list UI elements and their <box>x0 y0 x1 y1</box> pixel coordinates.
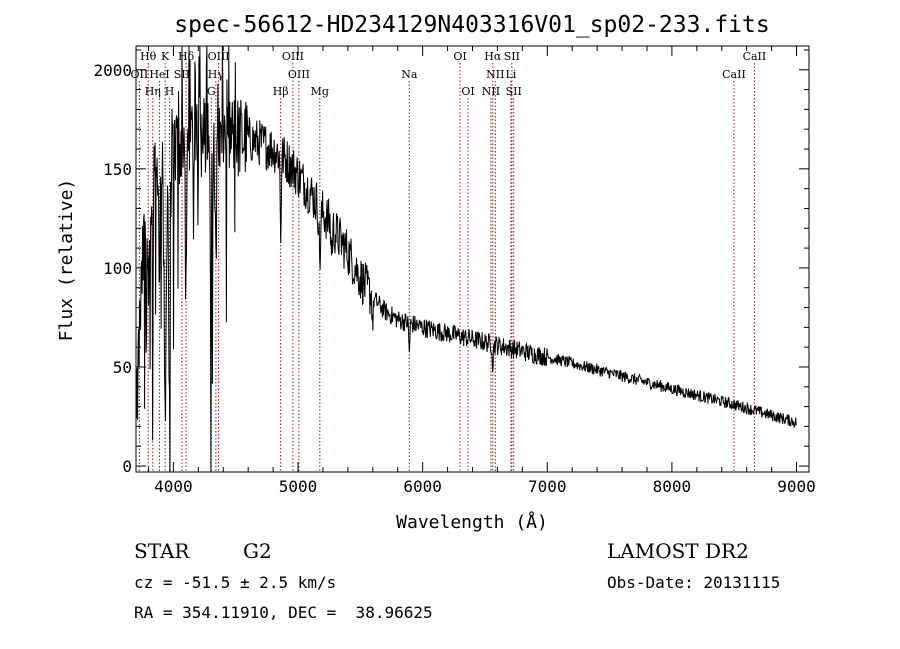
x-tick-label-4: 8000 <box>653 477 692 496</box>
plot-frame <box>135 45 810 473</box>
line-label-18: Hη <box>145 85 161 98</box>
spectrum-line <box>136 45 797 473</box>
line-label-9: OII <box>131 68 149 81</box>
line-label-2: Hδ <box>178 50 195 63</box>
line-label-25: SII <box>506 85 522 98</box>
y-tick-label-3: 150 <box>103 160 132 179</box>
line-label-23: OI <box>461 85 474 98</box>
y-axis-label: Flux (relative) <box>56 179 77 342</box>
object-subclass: G2 <box>243 539 272 563</box>
axis-ticks: 4000 5000 6000 7000 8000 9000 0 50 100 150 2000 <box>93 46 816 496</box>
line-label-15: NII <box>486 68 504 81</box>
chart-title: spec-56612-HD234129N403316V01_sp02-233.f… <box>174 12 769 38</box>
spectrum-series <box>136 45 797 473</box>
line-label-5: OI <box>453 50 466 63</box>
coordinates-readout: RA = 354.11910, DEC = 38.96625 <box>134 603 433 622</box>
spectrum-chart: spec-56612-HD234129N403316V01_sp02-233.f… <box>56 12 816 533</box>
y-tick-label-4: 2000 <box>93 61 132 80</box>
line-label-1: K <box>161 50 170 63</box>
line-label-3: OIII <box>208 50 230 63</box>
redshift-readout: cz = -51.5 ± 2.5 km/s <box>134 573 337 592</box>
line-label-12: Hγ <box>208 68 225 81</box>
line-label-7: SII <box>504 50 520 63</box>
observation-date: Obs-Date: 20131115 <box>607 573 781 592</box>
line-label-13: OIII <box>288 68 310 81</box>
x-tick-label-2: 6000 <box>403 477 442 496</box>
line-label-14: Na <box>401 68 418 81</box>
y-tick-label-0: 0 <box>122 457 132 476</box>
x-tick-label-0: 4000 <box>154 477 193 496</box>
line-label-8: CaII <box>743 50 767 63</box>
line-label-10: HeI <box>149 68 169 81</box>
y-tick-label-2: 100 <box>103 259 132 278</box>
line-label-24: NII <box>482 85 500 98</box>
line-label-19: H <box>165 85 175 98</box>
line-label-21: Hβ <box>273 85 289 98</box>
line-label-16: Li <box>505 68 516 81</box>
line-label-6: Hα <box>484 50 502 63</box>
x-axis-label: Wavelength (Å) <box>396 511 548 533</box>
object-class: STAR <box>134 539 190 563</box>
line-label-0: Hθ <box>140 50 157 63</box>
x-tick-label-3: 7000 <box>528 477 567 496</box>
x-tick-label-5: 9000 <box>777 477 816 496</box>
line-label-4: OIII <box>282 50 304 63</box>
survey-name: LAMOST DR2 <box>607 539 749 563</box>
y-tick-label-1: 50 <box>113 358 132 377</box>
x-tick-label-1: 5000 <box>279 477 318 496</box>
line-label-17: CaII <box>722 68 746 81</box>
line-label-22: Mg <box>311 85 329 98</box>
line-label-20: G <box>207 85 216 98</box>
